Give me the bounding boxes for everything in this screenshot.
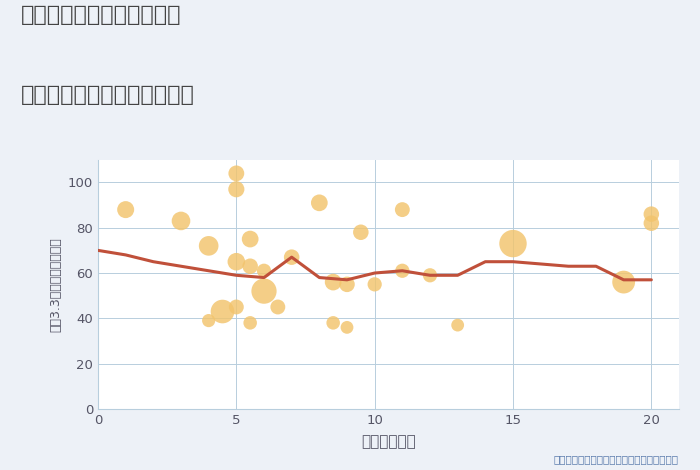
Point [397,267,408,274]
Point [258,267,270,274]
Point [176,217,187,225]
Point [645,211,657,218]
Y-axis label: 坪（3.3㎡）単価（万円）: 坪（3.3㎡）単価（万円） [49,237,62,332]
Point [203,317,214,324]
Point [120,206,132,213]
Text: 駅距離別中古マンション価格: 駅距離別中古マンション価格 [21,85,195,105]
Point [286,253,297,261]
Point [342,281,353,288]
Point [508,240,519,247]
Point [369,281,380,288]
Point [258,287,270,295]
Point [424,272,435,279]
Point [272,303,284,311]
Point [314,199,325,207]
Point [328,319,339,327]
Point [244,262,256,270]
Point [452,321,463,329]
Point [231,303,242,311]
Point [397,206,408,213]
Point [328,278,339,286]
Point [217,308,228,315]
Point [203,242,214,250]
Point [355,228,366,236]
Point [618,278,629,286]
Point [342,324,353,331]
Point [244,319,256,327]
X-axis label: 駅距離（分）: 駅距離（分） [361,434,416,449]
Point [231,258,242,266]
Text: 円の大きさは、取引のあった物件面積を示す: 円の大きさは、取引のあった物件面積を示す [554,454,679,464]
Point [645,219,657,227]
Point [231,186,242,193]
Point [231,170,242,177]
Point [244,235,256,243]
Text: 三重県松阪市嬉野黒田町の: 三重県松阪市嬉野黒田町の [21,5,181,25]
